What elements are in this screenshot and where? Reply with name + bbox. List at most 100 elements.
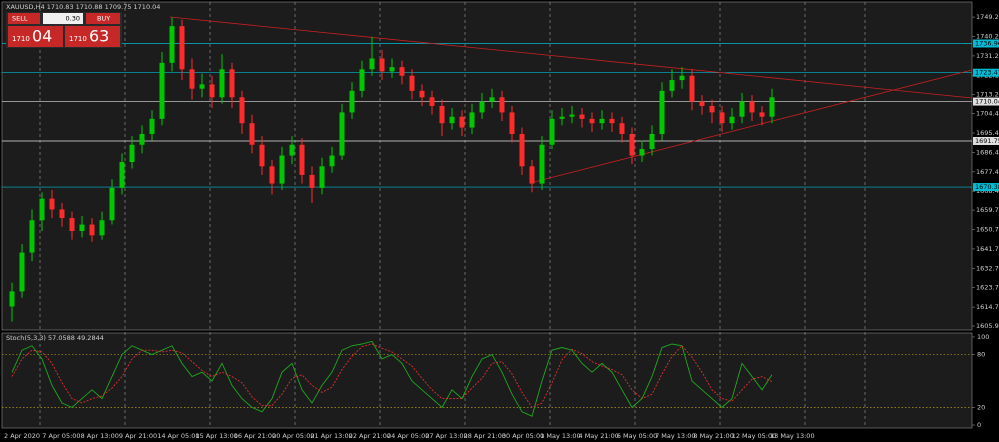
- ask-small[interactable]: 63: [89, 27, 109, 46]
- x-tick-label: 14 Apr 05:00: [157, 432, 199, 440]
- candle-body: [19, 252, 25, 292]
- candle-body: [629, 133, 635, 156]
- buy-button[interactable]: [86, 13, 120, 24]
- candle-body: [689, 75, 695, 102]
- x-tick-label: 24 Apr 05:00: [387, 432, 429, 440]
- y-tick-label: 1614.70: [976, 303, 999, 311]
- candle-body: [739, 101, 745, 117]
- candle-body: [509, 112, 515, 134]
- y-tick-label: 1659.70: [976, 206, 999, 214]
- candle-body: [449, 116, 455, 124]
- candle-body: [49, 198, 55, 210]
- candle-body: [109, 187, 115, 221]
- candle-body: [599, 118, 605, 124]
- candle-body: [409, 75, 415, 91]
- level-tag: [973, 68, 999, 77]
- y-tick-label: 1641.70: [976, 245, 999, 253]
- candle-body: [269, 166, 275, 184]
- y-tick-label: 1605.95: [976, 322, 999, 330]
- candle-body: [119, 162, 125, 188]
- x-tick-label: 21 Apr 13:00: [310, 432, 352, 440]
- candle-body: [669, 80, 675, 91]
- y-tick-label: 1632.70: [976, 264, 999, 272]
- candle-body: [429, 97, 435, 106]
- candle-body: [169, 26, 175, 63]
- x-tick-label: 15 Apr 13:00: [196, 432, 238, 440]
- level-label: 1691.75: [975, 137, 999, 145]
- candle-body: [149, 118, 155, 134]
- candle-body: [259, 144, 265, 167]
- y-tick-label: 1704.45: [976, 110, 999, 118]
- candle-body: [249, 123, 255, 145]
- candle-body: [389, 67, 395, 72]
- candle-body: [309, 174, 315, 188]
- lot-input[interactable]: [43, 13, 83, 24]
- level-label: 1736.96: [975, 39, 999, 47]
- level-tag: [973, 183, 999, 192]
- candle-body: [609, 118, 615, 124]
- y-tick-label: 100: [977, 333, 989, 341]
- candle-body: [39, 198, 45, 221]
- candle-body: [219, 69, 225, 98]
- y-tick-label: 1740.25: [976, 32, 999, 40]
- sell-label[interactable]: SELL: [12, 15, 28, 23]
- x-tick-label: 8 Apr 13:00: [81, 432, 119, 440]
- stoch-line: [11, 343, 773, 408]
- x-tick-label: 13 May 13:00: [770, 432, 815, 440]
- trade-panel: SELL 0.30 BUY 1710 04 1710 63: [6, 12, 122, 48]
- candle-body: [699, 101, 705, 106]
- x-tick-label: 22 Apr 21:00: [349, 432, 391, 440]
- candle-body: [349, 90, 355, 113]
- candle-body: [379, 58, 385, 72]
- y-tick-label: 1686.45: [976, 148, 999, 156]
- y-tick-label: 20: [977, 403, 985, 411]
- y-tick-label: 80: [977, 351, 985, 359]
- sell-button[interactable]: [8, 13, 40, 24]
- candle-body: [9, 291, 15, 307]
- candle-body: [539, 144, 545, 184]
- buy-label[interactable]: BUY: [97, 15, 110, 23]
- candle-body: [659, 90, 665, 134]
- candle-body: [229, 69, 235, 98]
- candle-body: [29, 220, 35, 253]
- candle-body: [359, 69, 365, 91]
- y-tick-label: 1677.45: [976, 168, 999, 176]
- level-tag: [973, 136, 999, 145]
- candle-body: [579, 114, 585, 119]
- symbol-title: XAUUSD,H4 1710.83 1710.88 1709.75 1710.0…: [6, 3, 160, 11]
- bid-small[interactable]: 04: [32, 27, 52, 46]
- y-tick-label: 1650.70: [976, 226, 999, 234]
- y-tick-label: 1695.45: [976, 129, 999, 137]
- candle-body: [419, 90, 425, 98]
- y-tick-label: 1623.70: [976, 284, 999, 292]
- candle-body: [639, 149, 645, 156]
- ask-big[interactable]: 1710: [69, 35, 87, 43]
- candle-body: [469, 112, 475, 128]
- trendlines: [169, 16, 973, 184]
- candle-body: [749, 101, 755, 113]
- y-tick-label: 1749.20: [976, 13, 999, 21]
- x-tick-label: 30 Apr 05:00: [502, 432, 544, 440]
- candle-body: [549, 118, 555, 145]
- stoch-line: [11, 340, 773, 417]
- candle-body: [399, 67, 405, 76]
- candle-body: [369, 58, 375, 70]
- candle-body: [319, 166, 325, 188]
- candle-body: [679, 75, 685, 81]
- stoch-title: Stoch(5,3,3) 57.0588 49.2844: [6, 334, 104, 342]
- bid-box[interactable]: [8, 26, 63, 47]
- candle-body: [729, 116, 735, 124]
- candle-body: [289, 144, 295, 156]
- x-tick-label: 1 May 13:00: [540, 432, 580, 440]
- ask-box[interactable]: [65, 26, 120, 47]
- candle-body: [189, 69, 195, 89]
- candle-body: [59, 209, 65, 219]
- x-tick-label: 16 Apr 21:00: [234, 432, 276, 440]
- stoch-panel: [1, 332, 973, 429]
- lot-value[interactable]: 0.30: [66, 15, 80, 23]
- level-tag: [973, 97, 999, 106]
- bid-big[interactable]: 1710: [12, 35, 30, 43]
- level-tag: [973, 39, 999, 48]
- candle-body: [619, 123, 625, 134]
